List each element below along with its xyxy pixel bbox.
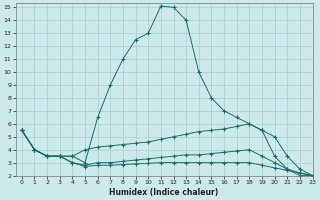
X-axis label: Humidex (Indice chaleur): Humidex (Indice chaleur) [109, 188, 219, 197]
